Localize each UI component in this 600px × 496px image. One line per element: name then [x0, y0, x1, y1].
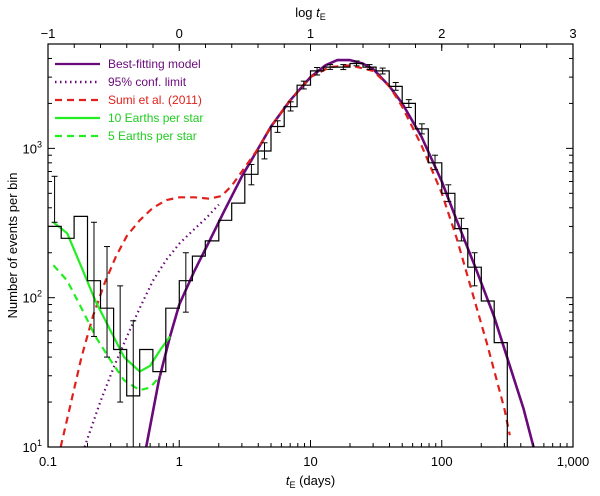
top-tick-label: 1 [307, 26, 314, 41]
error-bar [104, 246, 111, 358]
histogram-layer [48, 60, 508, 447]
error-bar [51, 175, 58, 223]
error-bar [418, 123, 425, 135]
error-bar [471, 252, 478, 287]
top-tick-label: 3 [569, 26, 576, 41]
error-bar [90, 221, 97, 337]
error-bar [117, 285, 124, 403]
error-bar [366, 64, 373, 70]
legend-item-1: 95% conf. limit [55, 75, 187, 89]
legend-label: 5 Earths per star [108, 129, 197, 143]
error-bar [340, 64, 347, 71]
error-bar [261, 142, 268, 160]
y-tick-label: 101 [23, 438, 42, 455]
x-tick-label: 1 [176, 454, 183, 469]
error-bar [405, 99, 412, 108]
x-tick-label: 10 [303, 454, 317, 469]
top-tick-label: 2 [438, 26, 445, 41]
error-bar [287, 101, 294, 112]
error-bar [445, 184, 452, 203]
x-tick-label: 1,000 [557, 454, 590, 469]
legend-label: 95% conf. limit [108, 75, 187, 89]
y-axis-label: Number of events per bin [5, 173, 20, 319]
top-tick-label: −1 [41, 26, 56, 41]
error-bar [182, 252, 189, 313]
histogram-step [48, 62, 508, 447]
legend-label: Sumi et al. (2011) [108, 93, 202, 107]
legend-label: Best-fitting model [108, 57, 201, 71]
legend: Best-fitting model 95% conf. limit Sumi et… [55, 57, 203, 143]
error-bar [274, 120, 281, 133]
legend-label: 10 Earths per star [108, 111, 203, 125]
y-tick-label: 103 [23, 139, 42, 156]
top-axis-label: log tE [295, 5, 326, 22]
error-bar [248, 163, 255, 186]
series-line-0 [144, 58, 535, 447]
error-bar [314, 67, 321, 76]
x-tick-label: 100 [431, 454, 453, 469]
legend-item-2: Sumi et al. (2011) [55, 93, 202, 107]
series-line-2 [59, 64, 511, 447]
legend-item-0: Best-fitting model [55, 57, 201, 71]
error-bar [432, 154, 439, 171]
error-bar [353, 60, 360, 67]
error-bar [458, 217, 465, 242]
error-bar [300, 80, 307, 90]
error-bar [130, 320, 137, 447]
series-line-4 [52, 264, 162, 392]
axes-layer: −1 0 1 2 3 0.1 1 10 100 1,000 101 102 103 tE (days) lo… [5, 5, 589, 490]
error-bar [392, 82, 399, 91]
x-tick-label: 0.1 [39, 454, 57, 469]
error-bar [327, 64, 334, 70]
error-bar [379, 67, 386, 75]
series-line-3 [52, 221, 171, 373]
y-tick-label: 102 [23, 289, 42, 306]
series-layer [52, 58, 535, 447]
legend-item-3: 10 Earths per star [55, 111, 203, 125]
x-axis-label: tE (days) [286, 473, 335, 490]
legend-item-4: 5 Earths per star [55, 129, 197, 143]
top-tick-label: 0 [176, 26, 183, 41]
